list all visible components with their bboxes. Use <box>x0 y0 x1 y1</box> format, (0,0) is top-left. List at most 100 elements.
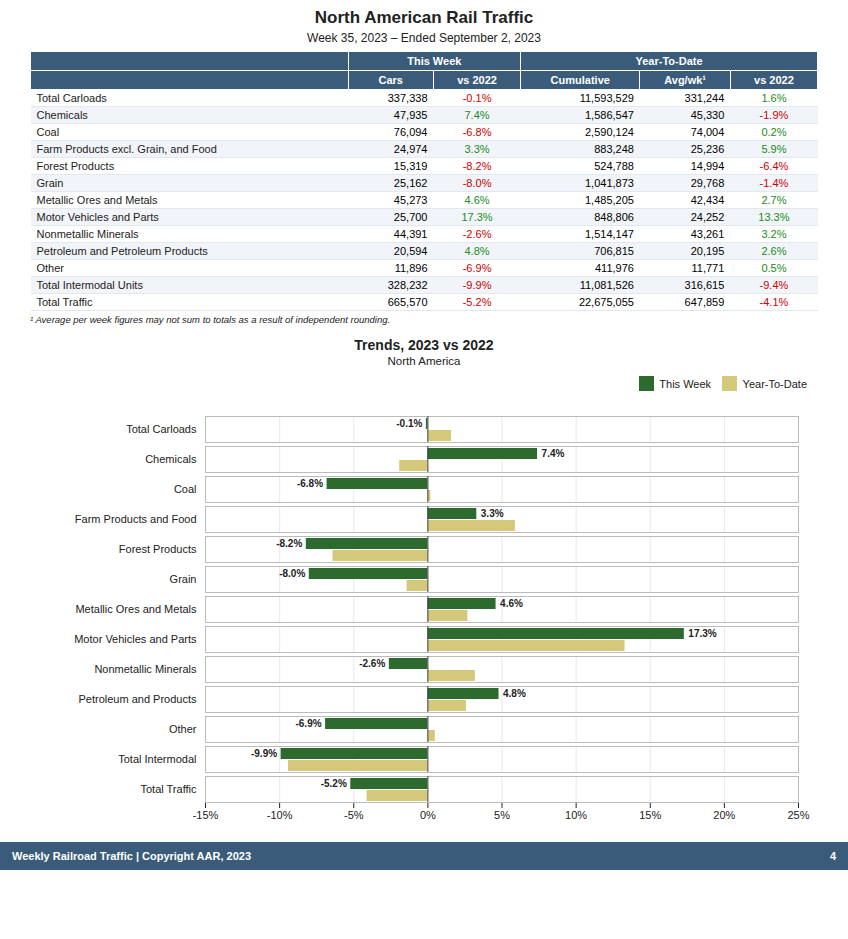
html-text:Cumulative: Cumulative <box>550 74 610 86</box>
html-text:-8.0%: -8.0% <box>462 177 492 189</box>
svg-text:17.3%: 17.3% <box>688 628 716 639</box>
html-text:Nonmetallic Minerals: Nonmetallic Minerals <box>36 228 139 240</box>
html-text:1,514,147: 1,514,147 <box>585 228 634 240</box>
html-text:Metallic Ores and Metals: Metallic Ores and Metals <box>36 194 158 206</box>
html-text:Year-To-Date: Year-To-Date <box>742 377 807 390</box>
html-text:This Week: This Week <box>407 55 462 67</box>
html-text:524,788: 524,788 <box>594 160 634 172</box>
html-text:25,236: 25,236 <box>690 143 725 155</box>
svg-text:15%: 15% <box>639 809 661 821</box>
svg-text:-10%: -10% <box>267 809 293 821</box>
html-text:Trends, 2023 vs 2022: Trends, 2023 vs 2022 <box>354 337 494 353</box>
svg-text:-8.0%: -8.0% <box>279 568 305 579</box>
html-text:74,004: 74,004 <box>690 126 725 138</box>
svg-text:-2.6%: -2.6% <box>359 658 385 669</box>
html-text:331,244: 331,244 <box>684 92 725 104</box>
html-text:Total Carloads: Total Carloads <box>36 92 107 104</box>
html-text:848,806: 848,806 <box>594 211 634 223</box>
html-text:15,319: 15,319 <box>393 160 428 172</box>
svg-text:0%: 0% <box>420 809 436 821</box>
svg-text:Petroleum and Products: Petroleum and Products <box>78 693 197 705</box>
svg-text:3.3%: 3.3% <box>481 508 504 519</box>
html-text:13.3%: 13.3% <box>758 211 790 223</box>
svg-text:Total Carloads: Total Carloads <box>126 423 197 435</box>
svg-text:Metallic Ores and Metals: Metallic Ores and Metals <box>75 603 197 615</box>
html-text:24,974: 24,974 <box>393 143 428 155</box>
html-text:14,994: 14,994 <box>690 160 725 172</box>
svg-text:-6.9%: -6.9% <box>295 718 321 729</box>
html-text:0.2%: 0.2% <box>761 126 787 138</box>
svg-text:Motor Vehicles and Parts: Motor Vehicles and Parts <box>74 633 197 645</box>
svg-text:-5%: -5% <box>344 809 364 821</box>
html-text:-6.8%: -6.8% <box>462 126 492 138</box>
svg-text:Total Intermodal: Total Intermodal <box>118 753 196 765</box>
html-text:Cars: Cars <box>378 74 403 86</box>
html-text:vs 2022: vs 2022 <box>754 74 794 86</box>
html-text:Avg/wk¹: Avg/wk¹ <box>664 74 706 86</box>
svg-text:Grain: Grain <box>170 573 197 585</box>
html-text:1,586,547: 1,586,547 <box>585 109 634 121</box>
html-text:This Week: This Week <box>659 377 712 390</box>
svg-text:Coal: Coal <box>174 483 197 495</box>
html-text:Motor Vehicles and Parts: Motor Vehicles and Parts <box>36 211 159 223</box>
html-text:2.7%: 2.7% <box>761 194 787 206</box>
html-text:Forest Products: Forest Products <box>36 160 115 172</box>
html-text:Coal: Coal <box>36 126 60 138</box>
html-text:25,700: 25,700 <box>393 211 428 223</box>
html-text:45,330: 45,330 <box>690 109 725 121</box>
html-text:Year-To-Date: Year-To-Date <box>635 55 703 67</box>
html-text:-8.2%: -8.2% <box>462 160 492 172</box>
html-text:29,768: 29,768 <box>690 177 725 189</box>
html-text:Weekly Railroad Traffic | Copy: Weekly Railroad Traffic | Copyright AAR,… <box>12 849 251 862</box>
svg-text:-5.2%: -5.2% <box>321 778 347 789</box>
svg-text:-6.8%: -6.8% <box>297 478 323 489</box>
svg-text:Nonmetallic Minerals: Nonmetallic Minerals <box>94 663 197 675</box>
html-text:Week 35, 2023 – Ended Septembe: Week 35, 2023 – Ended September 2, 2023 <box>307 31 541 45</box>
html-text:4.6%: 4.6% <box>464 194 490 206</box>
html-text:47,935: 47,935 <box>393 109 428 121</box>
html-text:3.3%: 3.3% <box>464 143 490 155</box>
html-text:vs 2022: vs 2022 <box>457 74 497 86</box>
html-text:1,485,205: 1,485,205 <box>585 194 634 206</box>
html-text:5.9%: 5.9% <box>761 143 787 155</box>
html-text:7.4%: 7.4% <box>464 109 490 121</box>
svg-text:5%: 5% <box>494 809 510 821</box>
svg-text:Forest Products: Forest Products <box>119 543 197 555</box>
html-text:-0.1%: -0.1% <box>462 92 492 104</box>
html-text:17.3%: 17.3% <box>461 211 493 223</box>
html-text:-1.9%: -1.9% <box>759 109 789 121</box>
svg-text:-9.9%: -9.9% <box>251 748 277 759</box>
svg-text:-15%: -15% <box>193 809 219 821</box>
html-text:44,391: 44,391 <box>393 228 428 240</box>
html-text:-2.6%: -2.6% <box>462 228 492 240</box>
html-text:25,162: 25,162 <box>393 177 428 189</box>
html-text:76,094: 76,094 <box>393 126 428 138</box>
html-text:North American Rail Traffic: North American Rail Traffic <box>314 8 534 27</box>
svg-text:20%: 20% <box>713 809 735 821</box>
html-text:1.6%: 1.6% <box>761 92 787 104</box>
svg-text:7.4%: 7.4% <box>542 448 565 459</box>
html-text:Grain: Grain <box>36 177 64 189</box>
svg-text:-0.1%: -0.1% <box>396 418 422 429</box>
html-text:2,590,124: 2,590,124 <box>585 126 634 138</box>
html-text:24,252: 24,252 <box>690 211 725 223</box>
html-text:-6.4%: -6.4% <box>759 160 789 172</box>
html-text:11,593,529: 11,593,529 <box>579 92 634 104</box>
svg-text:Farm Products and Food: Farm Products and Food <box>75 513 197 525</box>
svg-text:Other: Other <box>169 723 197 735</box>
svg-text:10%: 10% <box>565 809 587 821</box>
html-text:337,338: 337,338 <box>387 92 428 104</box>
svg-text:4.8%: 4.8% <box>503 688 526 699</box>
html-text:Chemicals: Chemicals <box>36 109 88 121</box>
html-text:1,041,873: 1,041,873 <box>585 177 634 189</box>
svg-text:Chemicals: Chemicals <box>145 453 197 465</box>
html-text:883,248: 883,248 <box>594 143 634 155</box>
html-text:-1.4%: -1.4% <box>759 177 789 189</box>
svg-text:-8.2%: -8.2% <box>276 538 302 549</box>
html-text:45,273: 45,273 <box>393 194 428 206</box>
html-text:Farm Products excl. Grain, and: Farm Products excl. Grain, and Food <box>36 143 217 155</box>
svg-text:Total Traffic: Total Traffic <box>140 783 197 795</box>
svg-text:25%: 25% <box>787 809 809 821</box>
html-text:42,434: 42,434 <box>690 194 725 206</box>
svg-text:4.6%: 4.6% <box>500 598 523 609</box>
